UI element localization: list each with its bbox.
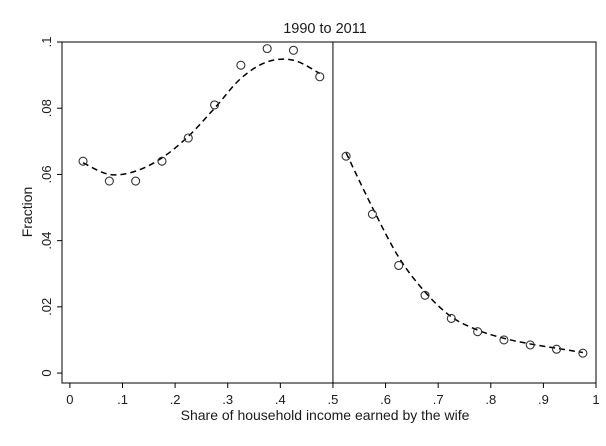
fitted-curve [82, 58, 321, 176]
data-point [341, 151, 351, 161]
data-point [367, 209, 377, 219]
x-tick-label: .1 [117, 392, 128, 407]
data-point [183, 133, 193, 143]
x-tick-label: .3 [222, 392, 233, 407]
fitted-curve [345, 152, 583, 354]
data-point [394, 260, 404, 271]
y-tick-label: .06 [39, 165, 54, 183]
y-tick-label: .04 [39, 232, 54, 250]
data-point [157, 156, 167, 166]
x-tick-label: .8 [485, 392, 496, 407]
data-point [315, 72, 325, 82]
data-point [446, 313, 456, 323]
x-tick-label: .2 [170, 392, 181, 407]
data-point [473, 327, 483, 337]
data-point [210, 100, 220, 110]
data-point [499, 335, 509, 345]
data-point [420, 290, 430, 300]
data-point [551, 344, 562, 354]
x-tick-label: .9 [538, 392, 549, 407]
data-point-layer [78, 44, 588, 358]
data-point [578, 348, 588, 358]
x-tick-label: 0 [66, 392, 73, 407]
fit-line-layer [82, 58, 583, 354]
data-point [104, 176, 114, 186]
data-point [262, 44, 272, 54]
x-tick-label: .6 [380, 392, 391, 407]
x-tick-label: .5 [328, 392, 339, 407]
y-tick-label: .08 [39, 99, 54, 117]
y-tick-label: 0 [39, 369, 54, 376]
x-tick-label: .4 [275, 392, 286, 407]
plot-border [61, 41, 597, 384]
data-point [236, 60, 246, 70]
y-axis-title: Fraction [19, 187, 35, 238]
x-tick-label: .7 [433, 392, 444, 407]
plot-frame [61, 41, 597, 384]
y-axis: 0 .02 .04 .06 .08 .1 [39, 37, 62, 377]
y-tick-label: .1 [39, 37, 54, 48]
data-point [288, 45, 299, 55]
data-point [131, 176, 141, 186]
x-tick-label: 1 [592, 392, 599, 407]
y-tick-label: .02 [39, 298, 54, 316]
data-point [525, 340, 535, 350]
x-axis-title: Share of household income earned by the … [181, 407, 470, 423]
chart-title: 1990 to 2011 [283, 21, 367, 37]
x-axis: 0 .1 .2 .3 .4 .5 .6 .7 .8 .9 1 [66, 383, 600, 407]
data-point [78, 156, 88, 166]
